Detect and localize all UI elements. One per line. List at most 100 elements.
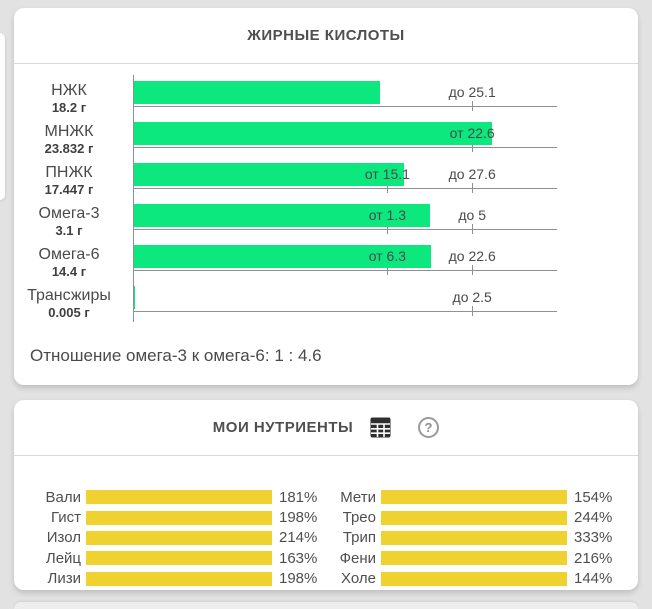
nutrient-bar-track (86, 490, 272, 505)
fatty-acid-amount: 14.4 г (51, 264, 87, 279)
marker-label: до 2.5 (452, 289, 492, 305)
marker-tick (387, 265, 389, 275)
row-baseline (133, 229, 557, 230)
nutrient-row: Трип 333% (330, 528, 613, 548)
nutrient-bar (381, 530, 567, 545)
nutrient-percent: 333% (574, 529, 613, 547)
marker-label: от 22.6 (449, 125, 495, 141)
nutrient-name: Лейц (45, 549, 81, 567)
fatty-acid-bar (134, 286, 136, 309)
nutrient-row: Трео 244% (330, 507, 613, 527)
nutrient-row: Холе 144% (330, 569, 612, 589)
fatty-acid-label: Омега-6 14.4 г (14, 246, 124, 280)
nutrient-percent: 198% (279, 509, 318, 527)
fatty-acid-bar (134, 245, 431, 268)
nutrient-column: Мети 154% Трео 244% Трип 333% Фени 216% Холе 144% (330, 487, 613, 589)
marker-tick (472, 224, 474, 234)
nutrient-name: Трео (342, 509, 376, 527)
nutrient-row: Лизи 198% (35, 569, 318, 589)
nutrient-bar-track (381, 530, 567, 545)
fatty-acids-card: ЖИРНЫЕ КИСЛОТЫ НЖК 18.2 г до 25.1 МНЖК 23.83… (14, 8, 638, 385)
nutrient-name: Холе (341, 570, 376, 588)
my-nutrients-title: МОИ НУТРИЕНТЫ (212, 419, 354, 436)
fatty-acid-amount: 17.447 г (44, 182, 94, 197)
marker-tick (387, 183, 389, 193)
nutrient-percent: 163% (279, 549, 318, 567)
nutrient-bar (86, 510, 272, 525)
marker-tick (472, 142, 474, 152)
fatty-acid-name: МНЖК (44, 123, 94, 140)
chart-axis-line (133, 75, 134, 322)
marker-label: от 15.1 (364, 166, 410, 182)
nutrient-name: Фени (339, 549, 376, 567)
nutrient-name: Мети (340, 488, 376, 506)
nutrient-column: Вали 181% Гист 198% Изол 214% Лейц 163% Лизи 198% (35, 487, 318, 589)
nutrient-percent: 198% (279, 570, 318, 588)
nutrient-bar-track (86, 551, 272, 566)
fatty-acid-label: НЖК 18.2 г (14, 82, 124, 116)
fatty-acid-name: Трансжиры (27, 287, 111, 304)
fatty-acid-label: МНЖК 23.832 г (14, 123, 124, 157)
nutrient-bar-track (381, 510, 567, 525)
marker-tick (472, 265, 474, 275)
marker-label: до 5 (458, 207, 487, 223)
left-edge-panel (0, 33, 5, 200)
marker-tick (472, 183, 474, 193)
row-baseline (133, 311, 557, 312)
nutrient-percent: 244% (574, 509, 613, 527)
nutrient-percent: 181% (279, 488, 318, 506)
marker-tick (472, 306, 474, 316)
nutrient-name: Изол (46, 529, 81, 547)
fatty-acid-bar (134, 163, 405, 186)
fatty-acid-bar (134, 122, 492, 145)
nutrient-bar-track (86, 571, 272, 586)
nutrient-row: Мети 154% (330, 487, 613, 507)
nutrient-percent: 154% (574, 488, 613, 506)
nutrient-percent: 214% (279, 529, 318, 547)
nutrient-name: Лизи (47, 570, 81, 588)
fatty-acid-amount: 3.1 г (55, 223, 83, 238)
nutrients-grid: Вали 181% Гист 198% Изол 214% Лейц 163% Лизи 198%… (35, 487, 613, 589)
fatty-acid-amount: 18.2 г (51, 100, 87, 115)
marker-tick (472, 101, 474, 111)
nutrient-bar (86, 530, 272, 545)
marker-label: до 22.6 (448, 248, 496, 264)
nutrient-percent: 216% (574, 549, 613, 567)
fatty-acids-title: ЖИРНЫЕ КИСЛОТЫ (247, 27, 405, 44)
fatty-acid-name: Омега-6 (38, 246, 100, 263)
fatty-acid-amount: 0.005 г (48, 305, 90, 320)
fatty-acid-row: Омега-6 14.4 г от 6.3 до 22.6 (39, 245, 557, 286)
nutrient-row: Изол 214% (35, 528, 318, 548)
fatty-acid-name: ПНЖК (45, 164, 93, 181)
nutrient-bar (381, 510, 567, 525)
fatty-acid-bar (134, 81, 380, 104)
marker-label: до 27.6 (448, 166, 496, 182)
nutrient-bar (381, 490, 567, 505)
marker-label: от 6.3 (368, 248, 407, 264)
fatty-acid-row: МНЖК 23.832 г от 22.6 (45, 122, 557, 163)
fatty-acid-row: Омега-3 3.1 г от 1.3 до 5 (39, 204, 557, 245)
nutrient-row: Фени 216% (330, 548, 613, 568)
help-icon[interactable]: ? (418, 417, 440, 438)
omega-ratio-text: Отношение омега-3 к омега-6: 1 : 4.6 (30, 346, 322, 365)
fatty-acid-row: ПНЖК 17.447 г от 15.1 до 27.6 (45, 163, 557, 204)
marker-label: до 25.1 (448, 84, 496, 100)
table-icon[interactable] (370, 417, 391, 438)
nutrient-bar-track (86, 510, 272, 525)
nutrient-bar (381, 551, 567, 566)
fatty-acid-bar (134, 204, 430, 227)
nutrient-bar-track (381, 571, 567, 586)
my-nutrients-card: МОИ НУТРИЕНТЫ ? Вали 181% Гист 198% Изол 214%… (14, 400, 638, 590)
fatty-acid-label: Омега-3 3.1 г (14, 205, 124, 239)
my-nutrients-header: МОИ НУТРИЕНТЫ ? (14, 400, 638, 456)
nutrient-row: Лейц 163% (35, 548, 318, 568)
fatty-acids-header: ЖИРНЫЕ КИСЛОТЫ (14, 8, 638, 64)
nutrient-bar-track (86, 530, 272, 545)
nutrient-bar-track (381, 551, 567, 566)
nutrient-bar (86, 571, 272, 586)
nutrient-name: Гист (50, 509, 81, 527)
row-baseline (133, 147, 557, 148)
next-card-top-edge (14, 602, 638, 609)
nutrient-bar (86, 490, 272, 505)
